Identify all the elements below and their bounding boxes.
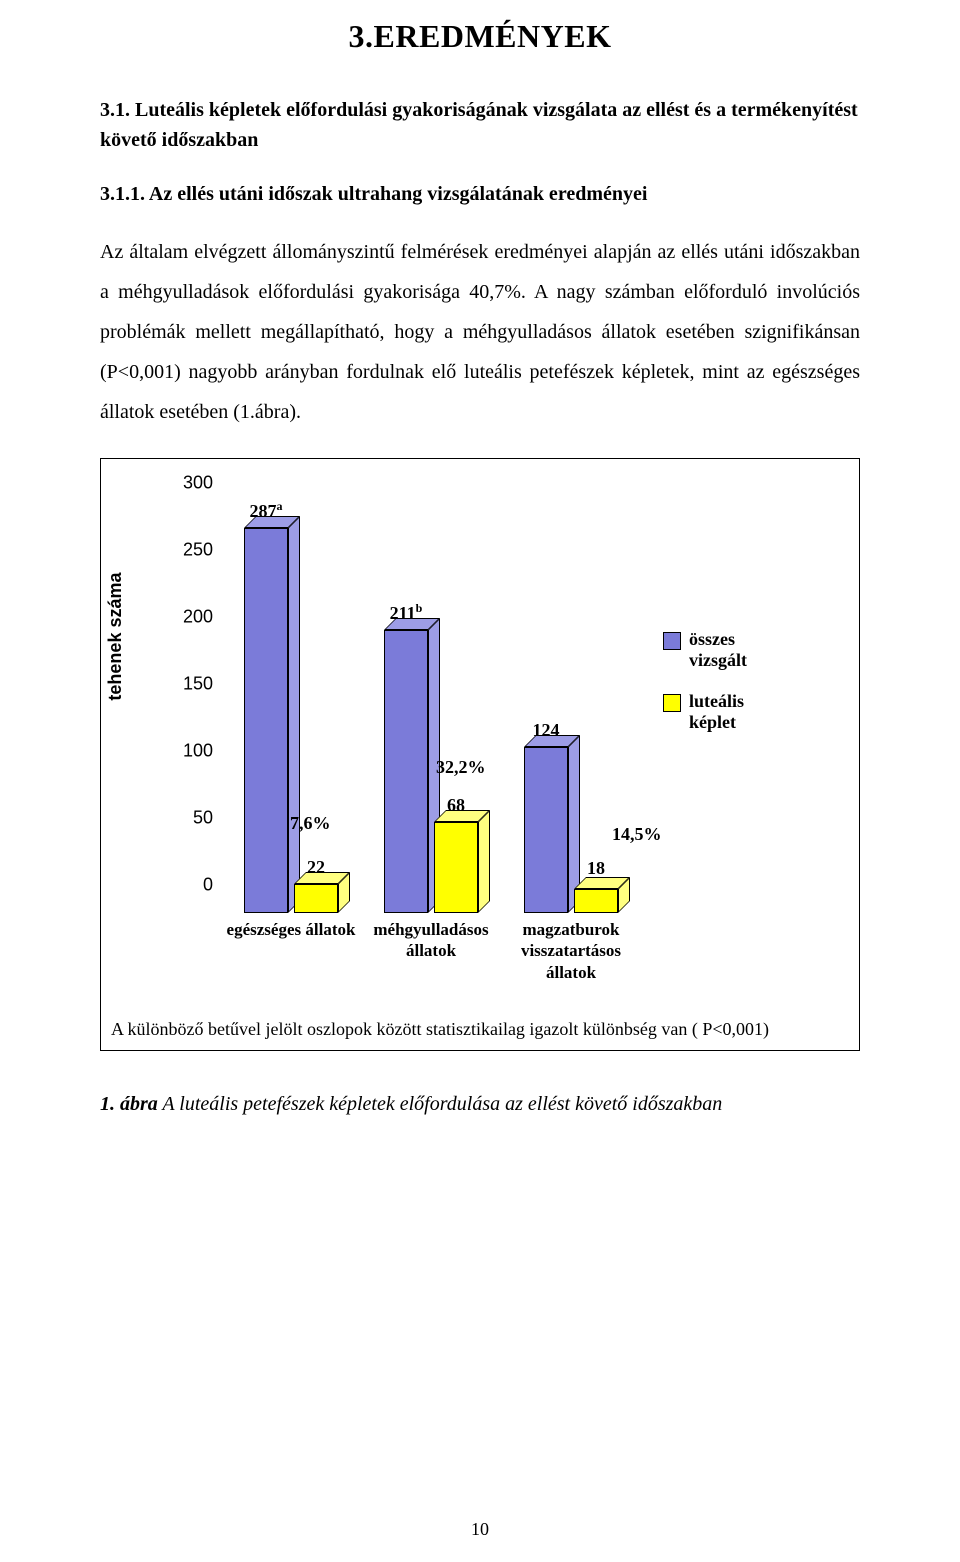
y-axis-label: tehenek száma [105,572,126,700]
y-tick-label: 200 [183,607,213,628]
legend-swatch [663,632,681,650]
figure-caption: 1. ábra A luteális petefészek képletek e… [100,1085,860,1123]
body-paragraph: Az általam elvégzett állományszintű felm… [100,232,860,432]
y-tick-label: 150 [183,674,213,695]
chart-frame: tehenek száma 0 50 100 150 200 250 300 287a 22 7,… [100,458,860,1051]
chart-legend: összesvizsgált luteálisképlet [663,629,747,753]
category-label: magzatburokvisszatartásosállatok [501,919,641,983]
y-tick-label: 300 [183,473,213,494]
figure-caption-text: A luteális petefészek képletek előfordul… [158,1093,723,1115]
chart-bar [294,884,338,913]
bar-percent-label: 7,6% [290,813,331,834]
bar-value-label: 287a [244,499,288,522]
legend-item: összesvizsgált [663,629,747,671]
figure-caption-lead: 1. ábra [100,1093,158,1115]
chart-plot-area: 050100150200250300287a227,6%egészséges á… [221,483,641,913]
legend-label: összesvizsgált [689,629,747,671]
bar-value-label: 18 [574,858,618,879]
bar-percent-label: 32,2% [436,757,486,778]
y-tick-label: 100 [183,741,213,762]
bar-value-label: 22 [294,857,338,878]
bar-value-label: 68 [434,795,478,816]
bar-value-label: 124 [524,720,568,741]
legend-item: luteálisképlet [663,691,747,733]
chart-footnote: A különböző betűvel jelölt oszlopok közö… [111,1019,849,1040]
chart-bar [434,822,478,913]
chart-bar [524,747,568,913]
page-title: 3.EREDMÉNYEK [100,18,860,55]
chart-bar [574,889,618,913]
legend-swatch [663,694,681,712]
section-heading: 3.1. Luteális képletek előfordulási gyak… [100,95,860,155]
y-tick-label: 50 [193,808,213,829]
legend-label: luteálisképlet [689,691,744,733]
category-label: méhgyulladásosállatok [361,919,501,962]
chart-bar [244,528,288,913]
page-number: 10 [0,1519,960,1540]
y-tick-label: 0 [203,875,213,896]
chart-bar [384,630,428,913]
y-tick-label: 250 [183,540,213,561]
bar-chart: tehenek száma 050100150200250300287a227,… [111,469,849,1009]
bar-percent-label: 14,5% [612,824,662,845]
subsection-heading: 3.1.1. Az ellés utáni időszak ultrahang … [100,183,860,206]
bar-value-label: 211b [384,601,428,624]
category-label: egészséges állatok [221,919,361,940]
